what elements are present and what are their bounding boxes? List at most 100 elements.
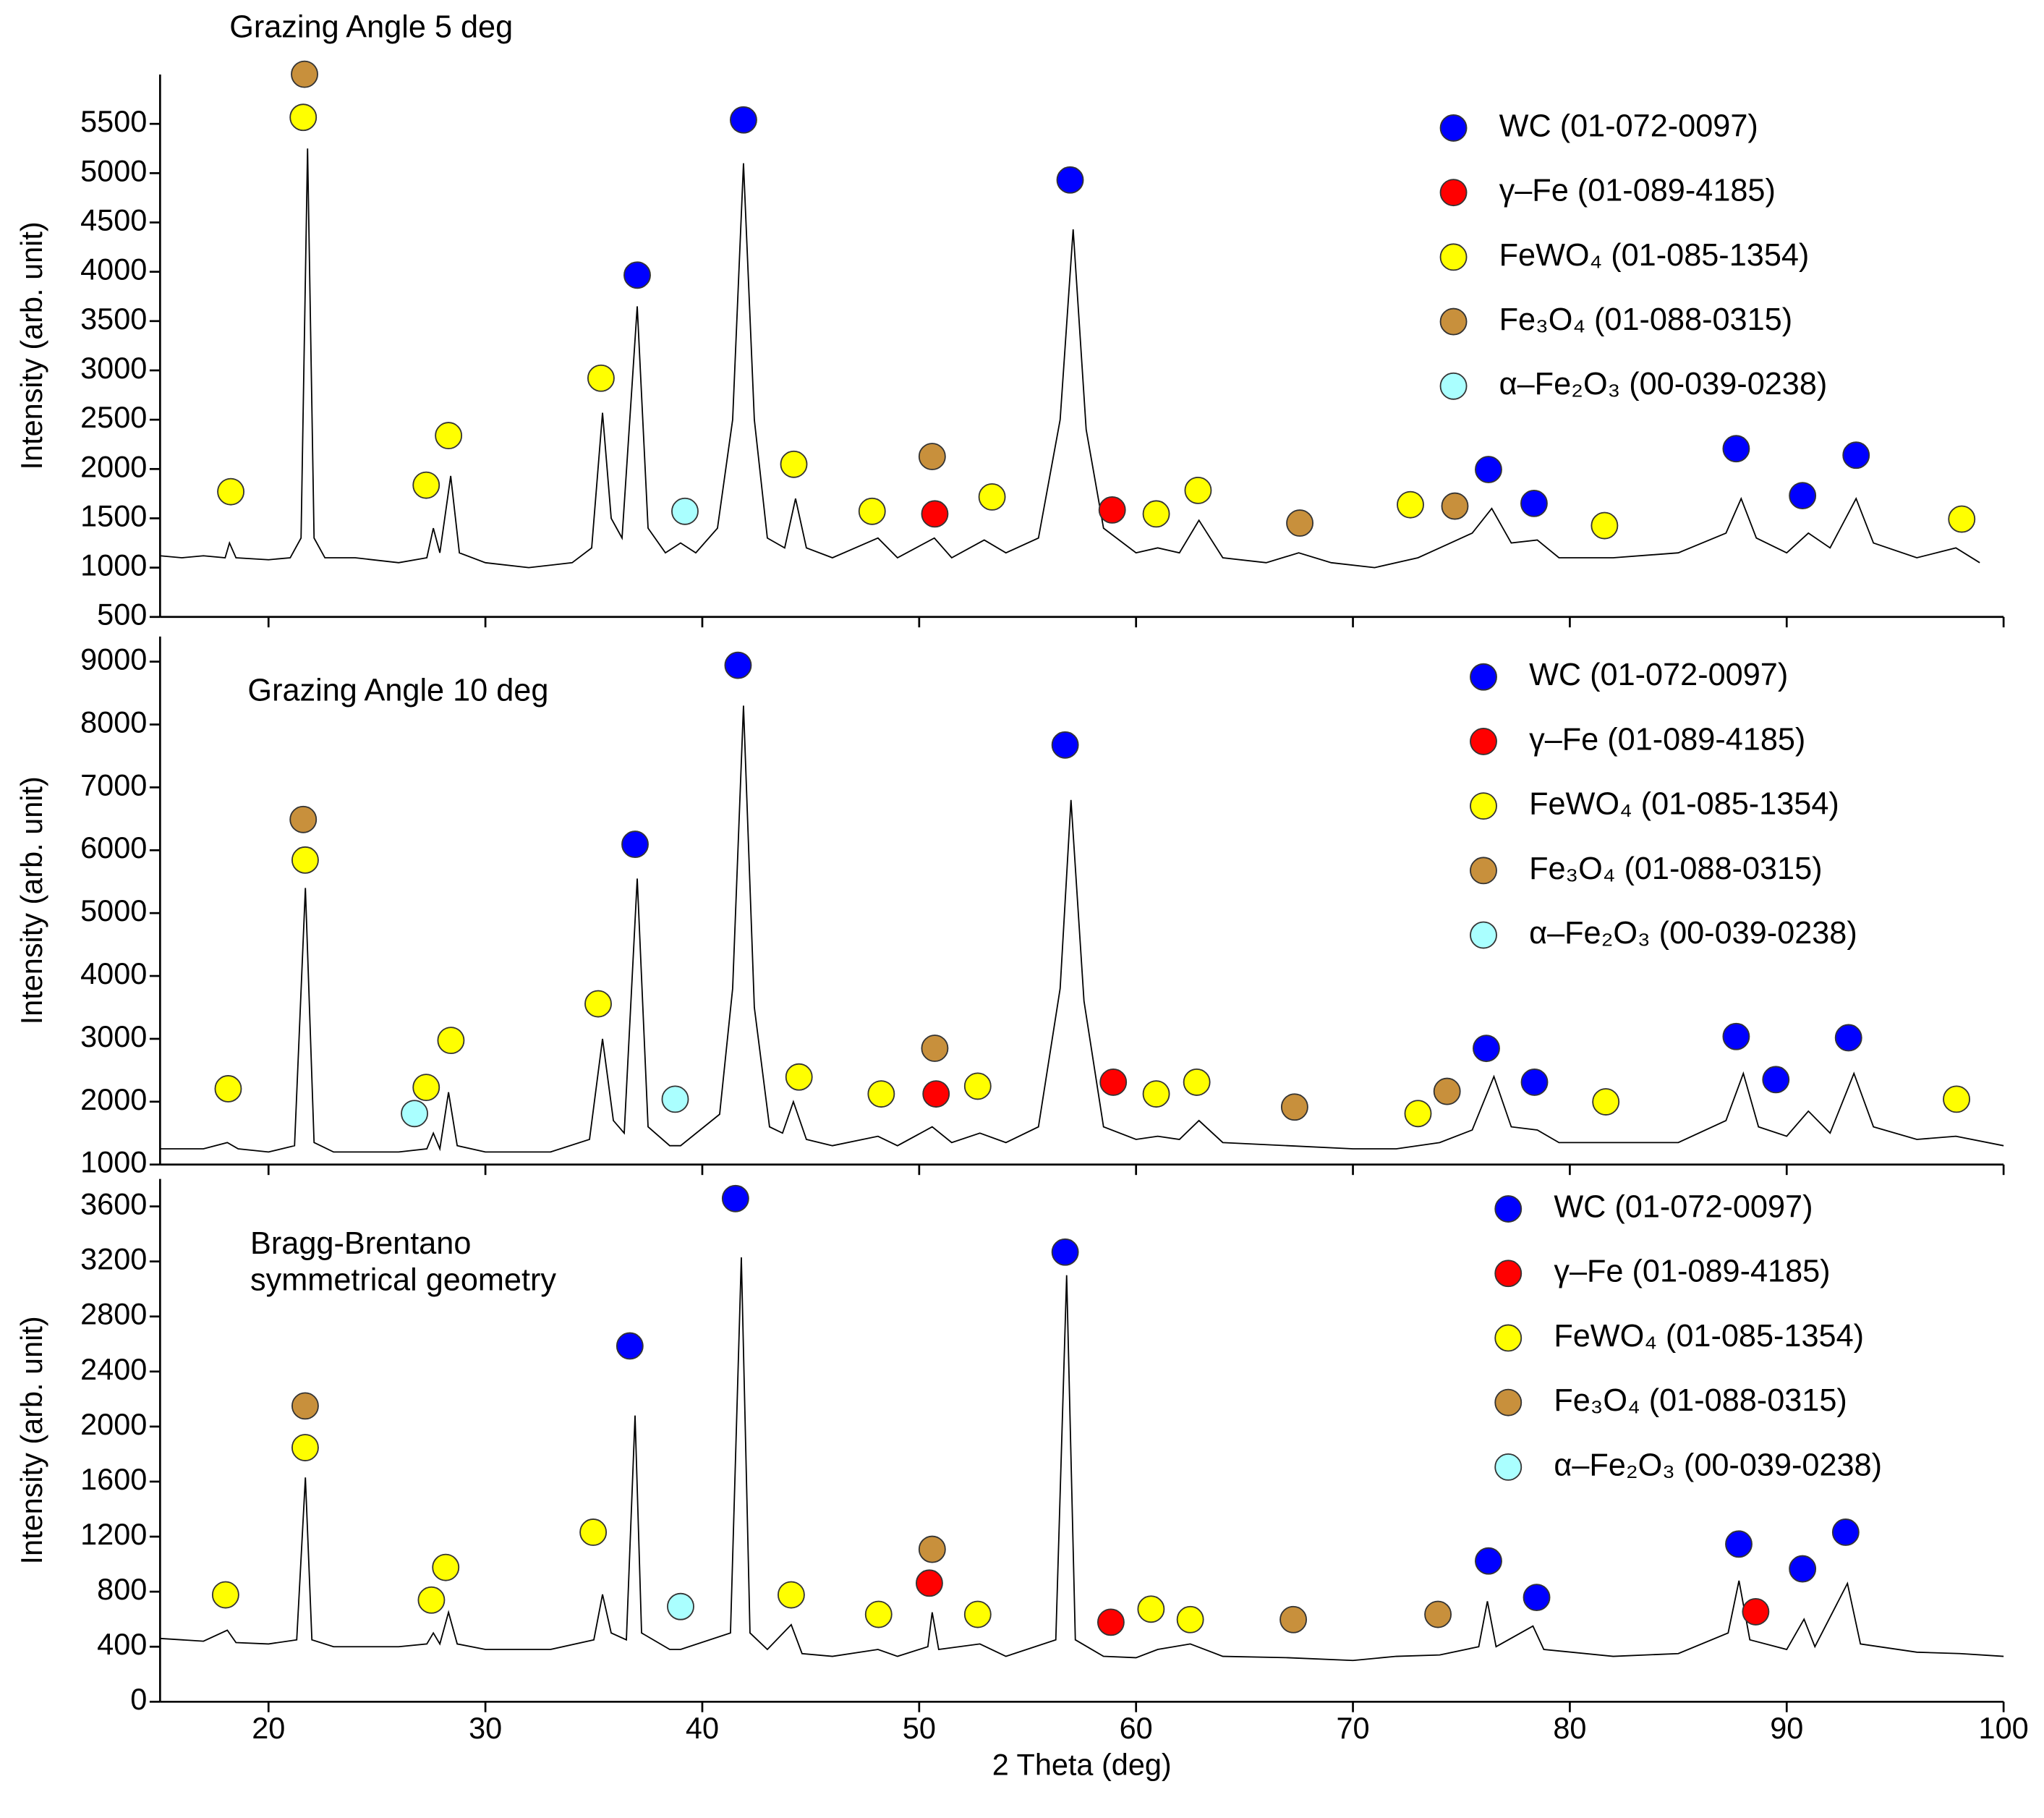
phase-marker — [1722, 1022, 1750, 1050]
phase-marker — [1475, 1547, 1502, 1575]
legend-marker — [1470, 921, 1497, 949]
phase-marker — [584, 990, 612, 1018]
x-tick-label: 50 — [903, 1711, 936, 1745]
legend-label: WC (01-072-0097) — [1529, 658, 1788, 692]
y-tick-label: 2000 — [80, 1407, 147, 1441]
phase-marker — [616, 1332, 644, 1360]
phase-marker — [1051, 731, 1079, 759]
legend-marker — [1439, 372, 1468, 400]
y-tick-label: 400 — [97, 1627, 147, 1661]
phase-marker — [858, 497, 886, 525]
y-tick-label: 9000 — [80, 642, 147, 676]
phase-marker — [1280, 1093, 1308, 1121]
phase-marker — [1473, 1035, 1500, 1063]
y-tick-label: 5500 — [80, 104, 147, 138]
phase-marker — [1142, 500, 1170, 528]
phase-marker — [921, 500, 949, 528]
y-tick-label: 500 — [97, 598, 147, 632]
y-tick-label: 1200 — [80, 1517, 147, 1551]
legend-label: Fe₃O₄ (01-088-0315) — [1529, 851, 1823, 886]
phase-marker — [730, 106, 757, 134]
x-tick-label: 100 — [1979, 1711, 2029, 1745]
y-tick-label: 6000 — [80, 831, 147, 865]
phase-marker — [661, 1085, 689, 1113]
legend-label: WC (01-072-0097) — [1499, 109, 1758, 143]
phase-marker — [777, 1581, 805, 1609]
y-tick-label: 5000 — [80, 153, 147, 187]
phase-marker — [721, 1184, 749, 1212]
phase-marker — [1762, 1066, 1790, 1094]
y-tick-label: 1600 — [80, 1462, 147, 1496]
x-tick-label: 80 — [1553, 1711, 1586, 1745]
phase-marker — [1789, 482, 1817, 510]
phase-marker — [289, 805, 318, 833]
phase-marker — [922, 1080, 950, 1108]
y-tick-label: 800 — [97, 1572, 147, 1606]
phase-marker — [724, 651, 752, 679]
phase-marker — [437, 1027, 465, 1055]
y-tick-label: 1000 — [80, 1145, 147, 1179]
phase-marker — [401, 1100, 428, 1128]
phase-marker — [1424, 1600, 1452, 1628]
phase-marker — [1142, 1080, 1170, 1108]
y-tick-label: 4000 — [80, 956, 147, 990]
phase-marker — [417, 1586, 446, 1614]
phase-marker — [963, 1072, 992, 1100]
phase-marker — [291, 846, 319, 874]
xrd-trace — [160, 705, 2004, 1153]
phase-marker — [412, 471, 440, 499]
phase-marker — [1842, 441, 1870, 470]
y-tick-label: 4000 — [80, 252, 147, 286]
legend-marker — [1494, 1324, 1523, 1352]
phase-marker — [1056, 166, 1084, 194]
legend-label: FeWO₄ (01-085-1354) — [1529, 787, 1839, 822]
phase-marker — [780, 450, 808, 478]
phase-marker — [412, 1074, 440, 1102]
phase-marker — [217, 477, 245, 506]
phase-marker — [1592, 1088, 1620, 1116]
y-tick-label: 1500 — [80, 498, 147, 532]
phase-marker — [1520, 489, 1548, 517]
phase-marker — [1096, 1608, 1125, 1636]
phase-marker — [978, 483, 1006, 511]
legend-marker — [1470, 727, 1497, 755]
y-tick-label: 2400 — [80, 1352, 147, 1386]
legend-marker — [1494, 1195, 1523, 1223]
y-tick-label: 3600 — [80, 1187, 147, 1221]
phase-marker — [1948, 505, 1976, 533]
phase-marker — [1742, 1597, 1770, 1626]
phase-marker — [915, 1569, 943, 1597]
legend-marker — [1439, 307, 1468, 336]
legend-marker — [1470, 792, 1497, 820]
x-tick-label: 30 — [469, 1711, 502, 1745]
x-axis-label: 2 Theta (deg) — [992, 1747, 1172, 1781]
legend-marker — [1494, 1388, 1523, 1416]
phase-marker — [1176, 1605, 1204, 1634]
x-tick-label: 40 — [686, 1711, 719, 1745]
phase-marker — [291, 1434, 319, 1461]
phase-marker — [1279, 1605, 1308, 1634]
y-axis-label: Intensity (arb. unit) — [14, 221, 48, 470]
x-tick-label: 70 — [1337, 1711, 1370, 1745]
phase-marker — [435, 422, 463, 450]
phase-marker — [667, 1592, 694, 1621]
legend-label: α–Fe₂O₃ (00-039-0238) — [1499, 367, 1828, 402]
y-tick-label: 2800 — [80, 1297, 147, 1331]
legend-marker — [1494, 1453, 1523, 1481]
phase-marker — [1523, 1584, 1551, 1612]
y-axis-label: Intensity (arb. unit) — [14, 1316, 48, 1564]
phase-marker — [623, 261, 651, 289]
legend-label: α–Fe₂O₃ (00-039-0238) — [1529, 916, 1857, 951]
panel-title: symmetrical geometry — [250, 1262, 556, 1297]
phase-marker — [1834, 1024, 1862, 1052]
y-tick-label: 3000 — [80, 351, 147, 385]
phase-marker — [621, 831, 649, 859]
legend-label: γ–Fe (01-089-4185) — [1499, 174, 1776, 208]
phase-marker — [1475, 456, 1502, 483]
phase-marker — [1184, 476, 1212, 504]
phase-marker — [1722, 435, 1750, 463]
legend-label: WC (01-072-0097) — [1554, 1189, 1813, 1224]
phase-marker — [1441, 492, 1469, 520]
phase-marker — [214, 1075, 242, 1103]
y-tick-label: 7000 — [80, 768, 147, 802]
